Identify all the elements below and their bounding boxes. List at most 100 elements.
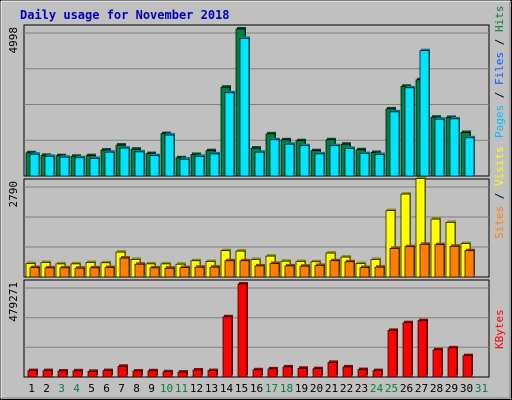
bar-files-day-8 bbox=[134, 151, 145, 177]
bar-sites-day-21 bbox=[329, 260, 340, 278]
legend-kbytes: KBytes bbox=[493, 309, 506, 349]
panels-group: 4998 Pages / Files / Hits 2790 Sites / Visi… bbox=[7, 6, 506, 378]
bar-sites-day-19 bbox=[299, 265, 310, 278]
bar-sites-day-2 bbox=[44, 267, 55, 278]
bar-files-day-1 bbox=[29, 153, 40, 177]
bar-sites-day-12 bbox=[194, 266, 205, 278]
bar-files-day-2 bbox=[44, 155, 55, 177]
x-tick-label-21: 21 bbox=[325, 382, 338, 395]
bar-kbytes-day-27 bbox=[417, 320, 428, 378]
bar-sites-day-9 bbox=[149, 267, 160, 278]
x-tick-label-1: 1 bbox=[28, 382, 35, 395]
legend-separator: / bbox=[493, 85, 506, 105]
bar-sites-day-10 bbox=[164, 267, 175, 278]
bar-files-day-11 bbox=[179, 158, 190, 177]
x-tick-label-9: 9 bbox=[148, 382, 155, 395]
bar-kbytes-day-4 bbox=[72, 370, 83, 378]
bar-files-day-14 bbox=[224, 92, 235, 177]
bar-files-day-26 bbox=[404, 87, 415, 177]
bar-sites-day-24 bbox=[374, 266, 385, 278]
x-tick-label-19: 19 bbox=[295, 382, 308, 395]
bar-files-day-16 bbox=[254, 151, 265, 177]
bar-files-day-5 bbox=[89, 158, 100, 177]
bar-files-day-3 bbox=[59, 156, 70, 177]
bar-sites-day-22 bbox=[344, 261, 355, 278]
bar-kbytes-day-18 bbox=[282, 366, 293, 378]
bar-kbytes-day-5 bbox=[87, 371, 98, 378]
x-tick-label-26: 26 bbox=[400, 382, 413, 395]
bar-files-day-25 bbox=[389, 111, 400, 177]
bar-files-day-27 bbox=[419, 50, 430, 177]
bar-kbytes-day-13 bbox=[207, 370, 218, 378]
bar-kbytes-day-16 bbox=[252, 369, 263, 378]
legend-kbytes: KBytes bbox=[493, 309, 506, 349]
bar-kbytes-day-21 bbox=[327, 362, 338, 378]
bar-kbytes-day-24 bbox=[372, 370, 383, 378]
bar-kbytes-day-14 bbox=[222, 316, 233, 378]
x-tick-label-23: 23 bbox=[355, 382, 368, 395]
x-tick-label-8: 8 bbox=[133, 382, 140, 395]
legend-sites: Sites bbox=[493, 206, 506, 239]
bar-kbytes-day-1 bbox=[27, 370, 38, 378]
bar-sites-day-14 bbox=[224, 260, 235, 278]
bar-files-day-20 bbox=[314, 153, 325, 177]
bar-files-day-17 bbox=[269, 139, 280, 177]
bar-sites-day-20 bbox=[314, 265, 325, 278]
x-tick-label-25: 25 bbox=[385, 382, 398, 395]
bar-files-day-29 bbox=[449, 118, 460, 177]
bar-sites-day-4 bbox=[74, 267, 85, 278]
bar-kbytes-day-2 bbox=[42, 370, 53, 378]
bar-files-day-4 bbox=[74, 157, 85, 177]
y-max-label: 4998 bbox=[7, 27, 20, 54]
bar-files-day-6 bbox=[104, 151, 115, 177]
bar-files-day-24 bbox=[374, 154, 385, 177]
x-tick-label-20: 20 bbox=[310, 382, 323, 395]
bar-files-day-22 bbox=[344, 148, 355, 177]
bar-kbytes-day-10 bbox=[162, 371, 173, 378]
x-tick-label-22: 22 bbox=[340, 382, 353, 395]
x-tick-label-11: 11 bbox=[175, 382, 188, 395]
bar-kbytes-day-9 bbox=[147, 370, 158, 378]
x-tick-label-3: 3 bbox=[58, 382, 65, 395]
x-tick-label-27: 27 bbox=[415, 382, 428, 395]
bar-sites-day-3 bbox=[59, 267, 70, 278]
legend-files: Files bbox=[493, 52, 506, 85]
bar-sites-day-23 bbox=[359, 267, 370, 278]
x-tick-label-2: 2 bbox=[43, 382, 50, 395]
bar-sites-day-17 bbox=[269, 263, 280, 278]
bar-kbytes-day-15 bbox=[237, 283, 248, 378]
x-tick-label-18: 18 bbox=[280, 382, 293, 395]
x-tick-label-10: 10 bbox=[160, 382, 173, 395]
x-tick-label-16: 16 bbox=[250, 382, 263, 395]
panel-visits-sites: 2790 Sites / Visits bbox=[7, 146, 506, 278]
x-tick-label-31: 31 bbox=[475, 382, 488, 395]
bar-sites-day-28 bbox=[434, 244, 445, 278]
x-axis: 1 2 3 4 5 6 7 8 9 10 11 12 13 14 15 16 17 18 19 20 21 22 23 24 2… bbox=[28, 382, 488, 395]
bar-files-day-12 bbox=[194, 155, 205, 177]
bar-kbytes-day-7 bbox=[117, 365, 128, 378]
bar-sites-day-16 bbox=[254, 265, 265, 278]
x-tick-label-7: 7 bbox=[118, 382, 125, 395]
x-tick-label-24: 24 bbox=[370, 382, 384, 395]
bar-files-day-19 bbox=[299, 145, 310, 177]
bar-files-day-13 bbox=[209, 153, 220, 177]
bar-kbytes-day-22 bbox=[342, 366, 353, 378]
panel-kbytes: 479271 KBytes bbox=[7, 279, 506, 378]
x-tick-label-17: 17 bbox=[265, 382, 278, 395]
bar-files-day-18 bbox=[284, 143, 295, 177]
legend-separator: / bbox=[493, 186, 506, 206]
chart-title: Daily usage for November 2018 bbox=[20, 8, 230, 22]
bar-files-day-10 bbox=[164, 134, 175, 177]
bar-sites-day-29 bbox=[449, 245, 460, 278]
bar-sites-day-18 bbox=[284, 265, 295, 278]
bar-sites-day-30 bbox=[464, 250, 475, 278]
bar-sites-day-1 bbox=[29, 267, 40, 278]
bar-kbytes-day-3 bbox=[57, 370, 68, 378]
bar-kbytes-day-25 bbox=[387, 330, 398, 378]
legend-pages: Pages bbox=[493, 105, 506, 138]
bar-sites-day-5 bbox=[89, 267, 100, 278]
bar-files-day-30 bbox=[464, 137, 475, 177]
legend-separator: / bbox=[493, 32, 506, 52]
